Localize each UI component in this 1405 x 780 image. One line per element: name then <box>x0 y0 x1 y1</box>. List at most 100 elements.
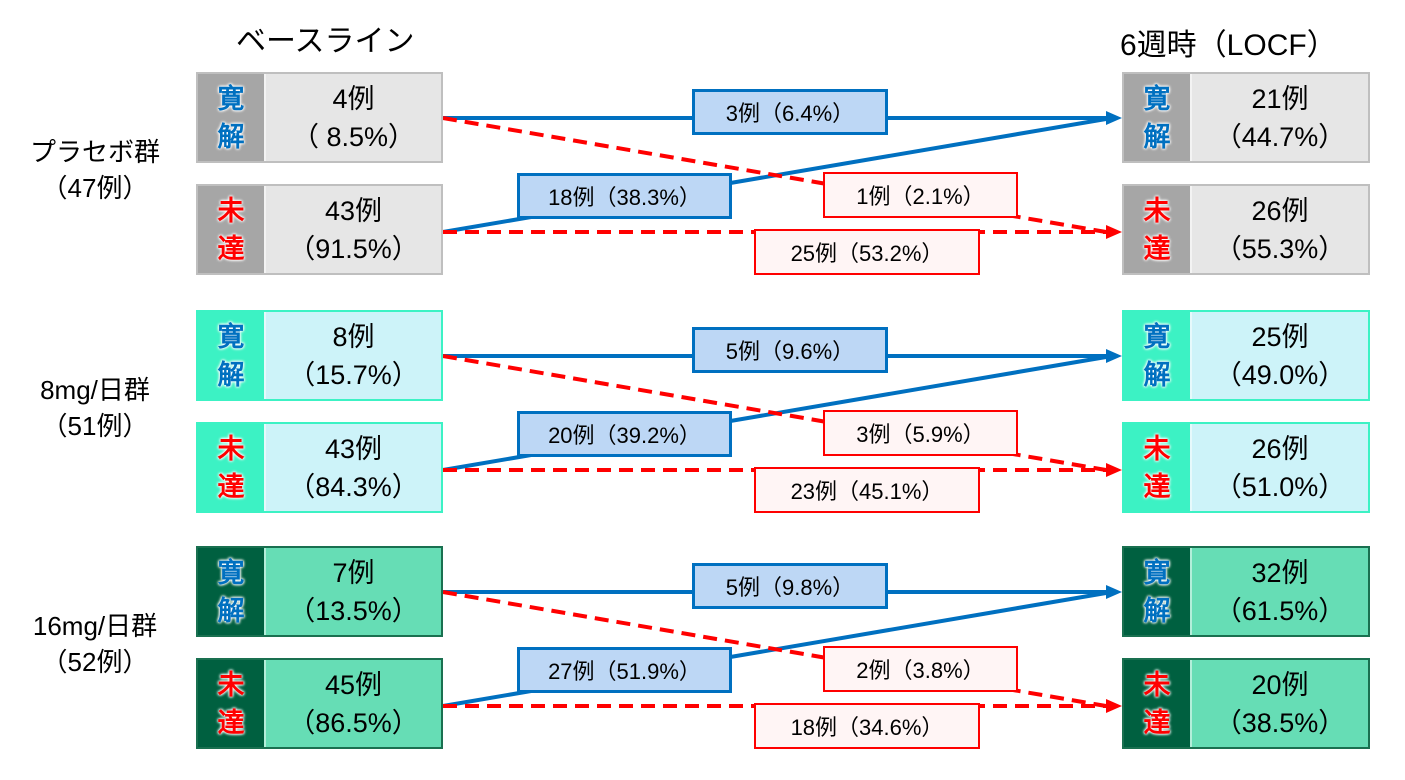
tag-char: 解 <box>217 595 245 626</box>
baseline-remission-box: 寛解 7例 （13.5%） <box>196 546 443 637</box>
tag-char: 達 <box>217 233 245 264</box>
percent-text: （61.5%） <box>1214 595 1346 626</box>
baseline-remission-box: 寛解 4例 （ 8.5%） <box>196 72 443 163</box>
flow-label-nonremission-to-nonremission: 18例（34.6%） <box>754 703 980 749</box>
tag-char: 解 <box>217 359 245 390</box>
percent-text: （55.3%） <box>1214 233 1346 264</box>
count-value: 43例 （84.3%） <box>264 424 441 511</box>
group-name: 16mg/日群 <box>32 611 158 641</box>
remission-tag: 寛解 <box>198 74 264 161</box>
group-n: （52例） <box>41 647 149 677</box>
count-text: 45例 <box>324 669 383 700</box>
week6-remission-box: 寛解 21例 （44.7%） <box>1122 72 1370 163</box>
baseline-remission-box: 寛解 8例 （15.7%） <box>196 310 443 401</box>
percent-text: （86.5%） <box>288 707 419 738</box>
count-value: 4例 （ 8.5%） <box>264 74 441 161</box>
remission-tag: 寛解 <box>1124 548 1190 635</box>
flow-label-nonremission-to-nonremission: 23例（45.1%） <box>754 467 980 513</box>
tag-char: 未 <box>217 195 245 226</box>
count-text: 26例 <box>1251 433 1309 464</box>
tag-char: 寛 <box>1143 83 1171 114</box>
arrow-head-icon <box>1106 349 1122 363</box>
count-value: 26例 （55.3%） <box>1190 186 1368 273</box>
count-value: 21例 （44.7%） <box>1190 74 1368 161</box>
flow-label-nonremission-to-remission: 20例（39.2%） <box>517 411 732 457</box>
week6-remission-box: 寛解 32例 （61.5%） <box>1122 546 1370 637</box>
week6-non-remission-box: 未達 26例 （55.3%） <box>1122 184 1370 275</box>
non-remission-tag: 未達 <box>1124 186 1190 273</box>
count-value: 20例 （38.5%） <box>1190 660 1368 747</box>
percent-text: （ 8.5%） <box>291 121 416 152</box>
count-value: 32例 （61.5%） <box>1190 548 1368 635</box>
count-text: 20例 <box>1251 669 1309 700</box>
baseline-non-remission-box: 未達 43例 （91.5%） <box>196 184 443 275</box>
percent-text: （84.3%） <box>288 471 419 502</box>
count-text: 43例 <box>324 195 383 226</box>
tag-char: 未 <box>217 433 245 464</box>
count-value: 45例 （86.5%） <box>264 660 441 747</box>
group-n: （51例） <box>41 411 149 441</box>
tag-char: 解 <box>217 121 245 152</box>
baseline-non-remission-box: 未達 45例 （86.5%） <box>196 658 443 749</box>
count-text: 4例 <box>332 83 375 114</box>
remission-tag: 寛解 <box>198 312 264 399</box>
tag-char: 寛 <box>1143 321 1171 352</box>
group-label: プラセボ群 （47例） <box>0 134 190 206</box>
remission-tag: 寛解 <box>198 548 264 635</box>
percent-text: （38.5%） <box>1214 707 1346 738</box>
tag-char: 未 <box>217 669 245 700</box>
flow-label-remission-to-nonremission: 3例（5.9%） <box>823 410 1018 456</box>
count-text: 43例 <box>324 433 383 464</box>
tag-char: 解 <box>1143 359 1171 390</box>
group-label: 16mg/日群 （52例） <box>0 608 190 680</box>
tag-char: 未 <box>1143 669 1171 700</box>
tag-char: 達 <box>1143 233 1171 264</box>
percent-text: （44.7%） <box>1214 121 1346 152</box>
group-label: 8mg/日群 （51例） <box>0 372 190 444</box>
count-value: 25例 （49.0%） <box>1190 312 1368 399</box>
flow-label-nonremission-to-remission: 18例（38.3%） <box>517 173 732 219</box>
group-n: （47例） <box>41 173 149 203</box>
non-remission-tag: 未達 <box>198 186 264 273</box>
tag-char: 達 <box>1143 707 1171 738</box>
group-name: 8mg/日群 <box>40 375 150 405</box>
arrow-head-icon <box>1106 699 1122 713</box>
week6-header: 6週時（LOCF） <box>1120 29 1337 62</box>
flow-label-remission-to-remission: 5例（9.6%） <box>692 327 888 373</box>
percent-text: （49.0%） <box>1214 359 1346 390</box>
count-value: 26例 （51.0%） <box>1190 424 1368 511</box>
non-remission-tag: 未達 <box>198 660 264 747</box>
count-text: 26例 <box>1251 195 1309 226</box>
count-value: 43例 （91.5%） <box>264 186 441 273</box>
group-name: プラセボ群 <box>29 137 160 167</box>
count-text: 8例 <box>332 321 375 352</box>
tag-char: 解 <box>1143 121 1171 152</box>
remission-tag: 寛解 <box>1124 312 1190 399</box>
week6-remission-box: 寛解 25例 （49.0%） <box>1122 310 1370 401</box>
baseline-header: ベースライン <box>236 25 415 58</box>
tag-char: 寛 <box>217 321 245 352</box>
percent-text: （51.0%） <box>1214 471 1346 502</box>
percent-text: （13.5%） <box>288 595 419 626</box>
non-remission-tag: 未達 <box>1124 424 1190 511</box>
count-text: 21例 <box>1251 83 1309 114</box>
non-remission-tag: 未達 <box>198 424 264 511</box>
percent-text: （91.5%） <box>288 233 419 264</box>
count-value: 8例 （15.7%） <box>264 312 441 399</box>
tag-char: 寛 <box>217 557 245 588</box>
non-remission-tag: 未達 <box>1124 660 1190 747</box>
tag-char: 達 <box>1143 471 1171 502</box>
flow-label-nonremission-to-nonremission: 25例（53.2%） <box>754 229 980 275</box>
flow-label-remission-to-remission: 5例（9.8%） <box>692 563 888 609</box>
tag-char: 達 <box>217 471 245 502</box>
arrow-head-icon <box>1106 585 1122 599</box>
week6-non-remission-box: 未達 26例 （51.0%） <box>1122 422 1370 513</box>
tag-char: 解 <box>1143 595 1171 626</box>
arrow-head-icon <box>1106 111 1122 125</box>
flow-label-remission-to-nonremission: 1例（2.1%） <box>823 172 1018 218</box>
remission-tag: 寛解 <box>1124 74 1190 161</box>
flow-label-remission-to-remission: 3例（6.4%） <box>692 89 888 135</box>
count-value: 7例 （13.5%） <box>264 548 441 635</box>
percent-text: （15.7%） <box>288 359 419 390</box>
